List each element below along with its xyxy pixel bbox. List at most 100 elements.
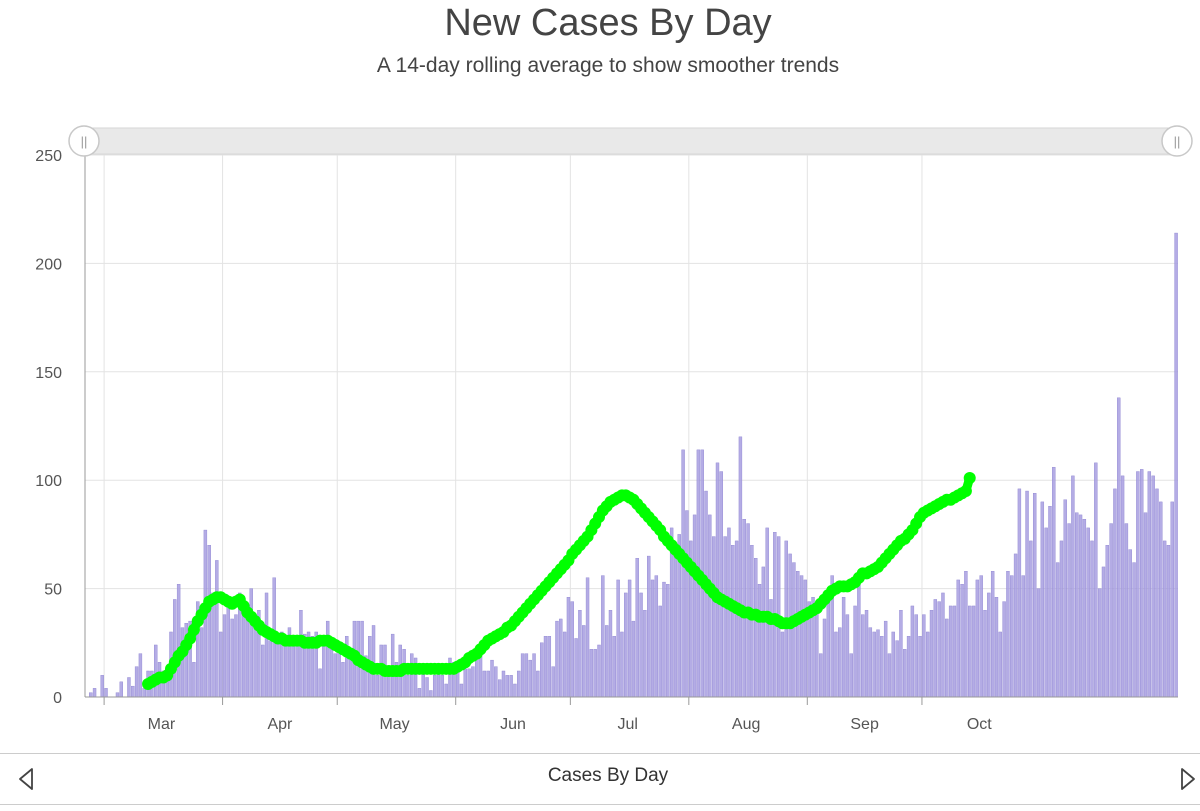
rolling-average-point xyxy=(963,472,976,485)
bar xyxy=(467,668,471,698)
bar xyxy=(604,625,609,698)
bar xyxy=(853,605,857,698)
bar xyxy=(501,670,506,698)
bar xyxy=(654,575,659,698)
bar xyxy=(513,683,517,698)
series-navigator: Cases By Day xyxy=(0,753,1200,805)
bar xyxy=(241,614,246,698)
bar xyxy=(612,636,616,698)
bar xyxy=(1128,549,1132,698)
bar xyxy=(509,675,513,698)
bar xyxy=(593,649,597,698)
bar xyxy=(574,638,578,698)
bar xyxy=(119,681,123,698)
bar xyxy=(1002,601,1006,698)
bar xyxy=(524,653,529,698)
bar xyxy=(215,560,219,698)
scrollbar-right-handle[interactable]: || xyxy=(1161,125,1193,157)
scrollbar-track[interactable] xyxy=(83,127,1178,155)
bar xyxy=(536,670,540,698)
bar xyxy=(318,668,322,698)
bar xyxy=(138,653,143,698)
bar xyxy=(761,566,766,698)
bar xyxy=(1029,540,1033,698)
bar xyxy=(631,620,636,698)
bar xyxy=(914,614,918,698)
bar xyxy=(872,631,876,698)
bar xyxy=(1040,501,1045,698)
bar xyxy=(627,579,632,698)
bar xyxy=(276,642,280,698)
bar xyxy=(841,597,846,698)
bar xyxy=(1174,232,1178,698)
triangle-left-icon[interactable] xyxy=(14,766,38,792)
bar xyxy=(727,527,731,698)
bar xyxy=(410,653,414,698)
bar xyxy=(1010,575,1014,698)
bar xyxy=(142,688,146,698)
bar xyxy=(1090,540,1094,698)
bar xyxy=(100,675,104,698)
bar xyxy=(1063,499,1067,698)
bar xyxy=(432,675,437,698)
bar xyxy=(815,610,819,698)
bar xyxy=(780,631,785,698)
bar xyxy=(899,610,903,698)
bar xyxy=(601,575,605,698)
bar xyxy=(226,597,231,698)
bar xyxy=(1044,527,1048,698)
bar xyxy=(253,627,257,698)
bar xyxy=(131,685,135,698)
bar xyxy=(1078,514,1083,698)
bar xyxy=(922,614,926,698)
bar xyxy=(876,629,880,698)
bar xyxy=(341,662,345,698)
bar xyxy=(295,640,299,698)
bar xyxy=(207,545,211,698)
axis-layer: 0 50 100 150 200 250 Mar Apr May Jun Jul Aug Sep Oct xyxy=(35,148,1178,733)
bar xyxy=(517,670,521,698)
chart-subtitle: A 14-day rolling average to show smoothe… xyxy=(376,54,840,77)
bar xyxy=(375,675,380,698)
bar xyxy=(647,555,651,698)
rolling-average-series xyxy=(142,472,976,690)
range-scrollbar[interactable]: || || xyxy=(68,125,1193,157)
bar xyxy=(1166,545,1171,698)
bar xyxy=(134,666,139,698)
bar xyxy=(264,592,269,698)
bar xyxy=(115,692,120,698)
bar xyxy=(868,627,873,698)
triangle-right-icon[interactable] xyxy=(1176,766,1200,792)
bar xyxy=(692,514,697,698)
bar xyxy=(956,579,960,698)
bar xyxy=(937,601,941,698)
bar xyxy=(792,562,796,698)
bar xyxy=(89,692,93,698)
y-tick-label: 100 xyxy=(35,473,62,490)
bar xyxy=(650,579,655,698)
bar xyxy=(1162,540,1167,698)
bar xyxy=(299,610,303,698)
x-tick-label: May xyxy=(379,716,409,733)
bar xyxy=(635,558,639,698)
bar xyxy=(218,631,223,698)
x-tick-label: Apr xyxy=(267,716,293,733)
bar xyxy=(1075,512,1079,698)
bar xyxy=(1006,571,1010,698)
bar xyxy=(975,579,980,698)
bar xyxy=(906,636,911,698)
scrollbar-left-handle[interactable]: || xyxy=(68,125,100,157)
bar xyxy=(463,668,467,698)
bar xyxy=(1067,523,1071,698)
bar xyxy=(929,610,934,698)
bar xyxy=(887,653,892,698)
bar xyxy=(1097,588,1102,698)
bar xyxy=(952,605,957,698)
bar xyxy=(211,592,215,698)
bar-series xyxy=(89,232,1178,698)
bar xyxy=(578,610,582,698)
bar xyxy=(933,599,938,698)
bar xyxy=(960,584,964,698)
bar xyxy=(1048,506,1052,698)
bar xyxy=(471,666,475,698)
